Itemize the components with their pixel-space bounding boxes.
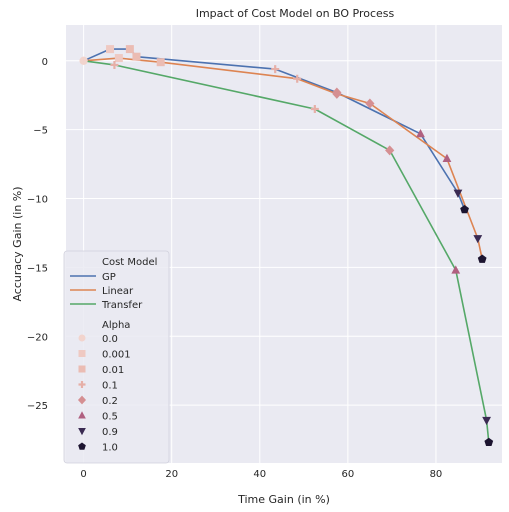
- legend-marker-alpha-0-1: [78, 381, 86, 388]
- y-tick-label: −25: [27, 401, 48, 412]
- y-tick-label: −5: [33, 126, 48, 137]
- data-point-linear: [473, 235, 483, 244]
- data-point-linear: [293, 74, 302, 83]
- x-tick-label: 80: [430, 469, 443, 480]
- legend-label-alpha-0-1: 0.1: [102, 381, 118, 392]
- data-point-gp: [416, 129, 425, 138]
- data-point-gp: [106, 45, 115, 54]
- tick-labels: 0 20 40 60 80 0 −5 −10 −15 −20 −25: [27, 57, 442, 480]
- legend-marker-alpha-0-0: [78, 334, 86, 342]
- data-point-linear: [332, 88, 342, 99]
- legend-marker-alpha-0-9: [78, 428, 86, 436]
- x-tick-label: 0: [80, 469, 86, 480]
- legend-label-linear: Linear: [102, 286, 134, 297]
- legend-marker-alpha-1-0: [78, 442, 86, 450]
- x-axis-label: Time Gain (in %): [237, 493, 330, 506]
- y-tick-label: 0: [42, 57, 48, 68]
- y-tick-label: −20: [27, 332, 48, 343]
- x-tick-label: 20: [165, 469, 178, 480]
- legend-label-alpha-0-0: 0.0: [102, 334, 118, 345]
- data-markers: [79, 45, 494, 447]
- legend-label-alpha-1-0: 1.0: [102, 443, 118, 454]
- data-point-gp: [453, 189, 463, 198]
- legend-label-gp: GP: [102, 272, 116, 283]
- legend-title-cost-model: Cost Model: [102, 257, 157, 268]
- x-tick-label: 60: [341, 469, 354, 480]
- data-point-transfer: [482, 416, 491, 426]
- legend-label-alpha-0-9: 0.9: [102, 427, 118, 438]
- data-point-gp: [460, 204, 469, 214]
- data-point-linear: [477, 254, 487, 263]
- data-point-linear: [442, 153, 452, 163]
- legend-marker-alpha-0-001: [78, 350, 86, 357]
- y-tick-label: −10: [27, 195, 48, 206]
- data-point-transfer: [385, 145, 395, 156]
- legend-label-alpha-0-5: 0.5: [102, 412, 118, 423]
- x-tick-label: 40: [253, 469, 266, 480]
- data-point-linear: [156, 58, 165, 67]
- legend-series-entries: GP Linear Transfer: [70, 272, 143, 311]
- chart-title: Impact of Cost Model on BO Process: [196, 7, 395, 20]
- y-axis-label: Accuracy Gain (in %): [11, 186, 24, 301]
- data-point-transfer: [484, 437, 494, 447]
- data-point-transfer: [310, 105, 319, 114]
- data-point-linear: [114, 54, 123, 63]
- data-point-transfer: [110, 60, 119, 69]
- legend-alpha-entries: 0.0 0.001 0.01 0.1 0.2 0.5 0.9 1.0: [77, 334, 131, 454]
- data-point-transfer: [451, 265, 461, 274]
- legend-title-alpha: Alpha: [102, 320, 130, 331]
- legend-label-alpha-0-2: 0.2: [102, 396, 118, 407]
- data-point-transfer: [79, 56, 88, 65]
- y-tick-label: −15: [27, 263, 48, 274]
- data-point-gp: [271, 65, 280, 74]
- data-point-gp: [132, 52, 141, 61]
- legend-label-alpha-0-01: 0.01: [102, 365, 124, 376]
- legend-marker-alpha-0-5: [78, 411, 86, 419]
- legend-marker-alpha-0-2: [77, 395, 87, 405]
- legend-marker-alpha-0-01: [78, 365, 86, 373]
- data-point-linear: [365, 98, 375, 109]
- legend-label-transfer: Transfer: [101, 300, 143, 311]
- data-point-gp: [125, 45, 134, 54]
- legend-label-alpha-0-001: 0.001: [102, 350, 131, 361]
